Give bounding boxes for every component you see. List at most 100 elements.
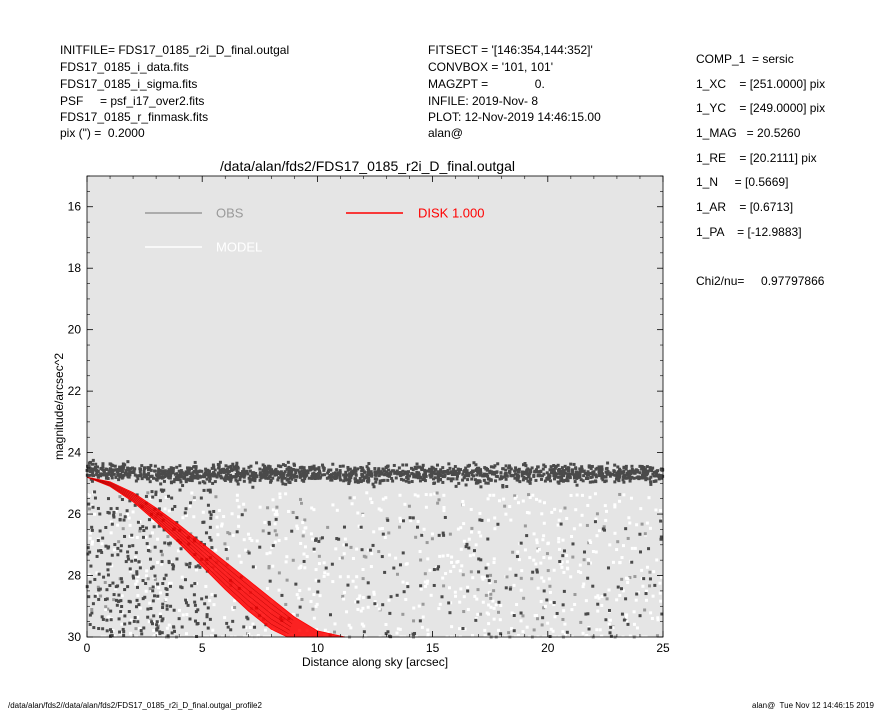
- obs-point: [116, 523, 120, 527]
- obs-point: [157, 470, 161, 474]
- obs-point: [164, 496, 168, 500]
- obs-point: [385, 517, 389, 521]
- obs-point: [361, 468, 365, 472]
- obs-point: [335, 468, 339, 472]
- obs-point: [563, 506, 567, 510]
- obs-point: [574, 467, 578, 471]
- obs-point: [275, 533, 279, 537]
- obs-point: [557, 518, 561, 522]
- obs-point: [283, 476, 287, 480]
- obs-point: [493, 516, 497, 520]
- obs-point: [110, 476, 114, 480]
- obs-point: [558, 471, 562, 475]
- obs-point: [345, 478, 349, 482]
- header-left-line: INITFILE= FDS17_0185_r2i_D_final.outgal: [60, 43, 290, 57]
- obs-point: [487, 632, 491, 636]
- obs-point: [516, 501, 520, 505]
- obs-point: [315, 602, 319, 606]
- obs-point: [591, 472, 595, 476]
- obs-point: [594, 595, 598, 599]
- obs-point: [291, 510, 295, 514]
- obs-point: [455, 474, 459, 478]
- obs-point: [229, 467, 233, 471]
- obs-point: [235, 479, 239, 483]
- obs-point: [622, 466, 626, 470]
- obs-point: [113, 543, 117, 547]
- obs-point: [401, 469, 405, 473]
- obs-point: [643, 608, 647, 612]
- obs-point: [139, 629, 143, 633]
- obs-point: [579, 571, 583, 575]
- obs-point: [560, 473, 564, 477]
- obs-point: [145, 569, 149, 573]
- obs-point: [453, 465, 457, 469]
- obs-point: [119, 577, 123, 581]
- obs-point: [597, 465, 601, 469]
- obs-point: [647, 547, 651, 551]
- obs-point: [428, 467, 432, 471]
- param-line: 1_XC = [251.0000] pix: [696, 77, 826, 91]
- obs-point: [394, 476, 398, 480]
- obs-point: [106, 573, 110, 577]
- obs-point: [316, 476, 320, 480]
- obs-point: [541, 467, 545, 471]
- obs-point: [627, 470, 631, 474]
- obs-point: [645, 521, 649, 525]
- obs-point: [354, 600, 358, 604]
- obs-point: [476, 469, 480, 473]
- obs-point: [446, 477, 450, 481]
- obs-point: [528, 469, 532, 473]
- obs-point: [230, 475, 234, 479]
- obs-point: [334, 473, 338, 477]
- obs-point: [416, 525, 420, 529]
- obs-point: [282, 472, 286, 476]
- obs-point: [442, 533, 446, 537]
- obs-point: [478, 468, 482, 472]
- obs-point: [105, 588, 109, 592]
- obs-point: [242, 502, 246, 506]
- obs-point: [108, 467, 112, 471]
- obs-point: [321, 463, 325, 467]
- obs-point: [353, 466, 357, 470]
- obs-point: [624, 527, 628, 531]
- obs-point: [378, 470, 382, 474]
- obs-point: [205, 477, 209, 481]
- obs-point: [558, 475, 562, 479]
- obs-point: [349, 472, 353, 476]
- obs-point: [426, 628, 430, 632]
- obs-point: [180, 575, 184, 579]
- obs-point: [164, 598, 168, 602]
- obs-point: [214, 495, 218, 499]
- obs-point: [106, 476, 110, 480]
- obs-point: [590, 475, 594, 479]
- obs-point: [497, 600, 501, 604]
- obs-point: [449, 601, 453, 605]
- obs-point: [618, 492, 622, 496]
- obs-point: [126, 460, 130, 464]
- obs-point: [358, 477, 362, 481]
- obs-point: [633, 546, 637, 550]
- obs-point: [323, 571, 327, 575]
- obs-point: [594, 517, 598, 521]
- obs-point: [515, 478, 519, 482]
- obs-point: [509, 518, 513, 522]
- obs-point: [621, 471, 625, 475]
- obs-point: [661, 517, 665, 521]
- obs-point: [580, 465, 584, 469]
- obs-point: [479, 485, 483, 489]
- obs-point: [476, 481, 480, 485]
- obs-point: [258, 472, 262, 476]
- obs-point: [395, 593, 399, 597]
- obs-point: [253, 565, 257, 569]
- obs-point: [188, 617, 192, 621]
- obs-point: [307, 587, 311, 591]
- obs-point: [224, 547, 228, 551]
- obs-point: [112, 598, 116, 602]
- obs-point: [596, 602, 600, 606]
- obs-point: [209, 513, 213, 517]
- obs-point: [605, 466, 609, 470]
- obs-point: [369, 497, 373, 501]
- obs-point: [210, 592, 214, 596]
- obs-point: [248, 537, 252, 541]
- obs-point: [119, 549, 123, 553]
